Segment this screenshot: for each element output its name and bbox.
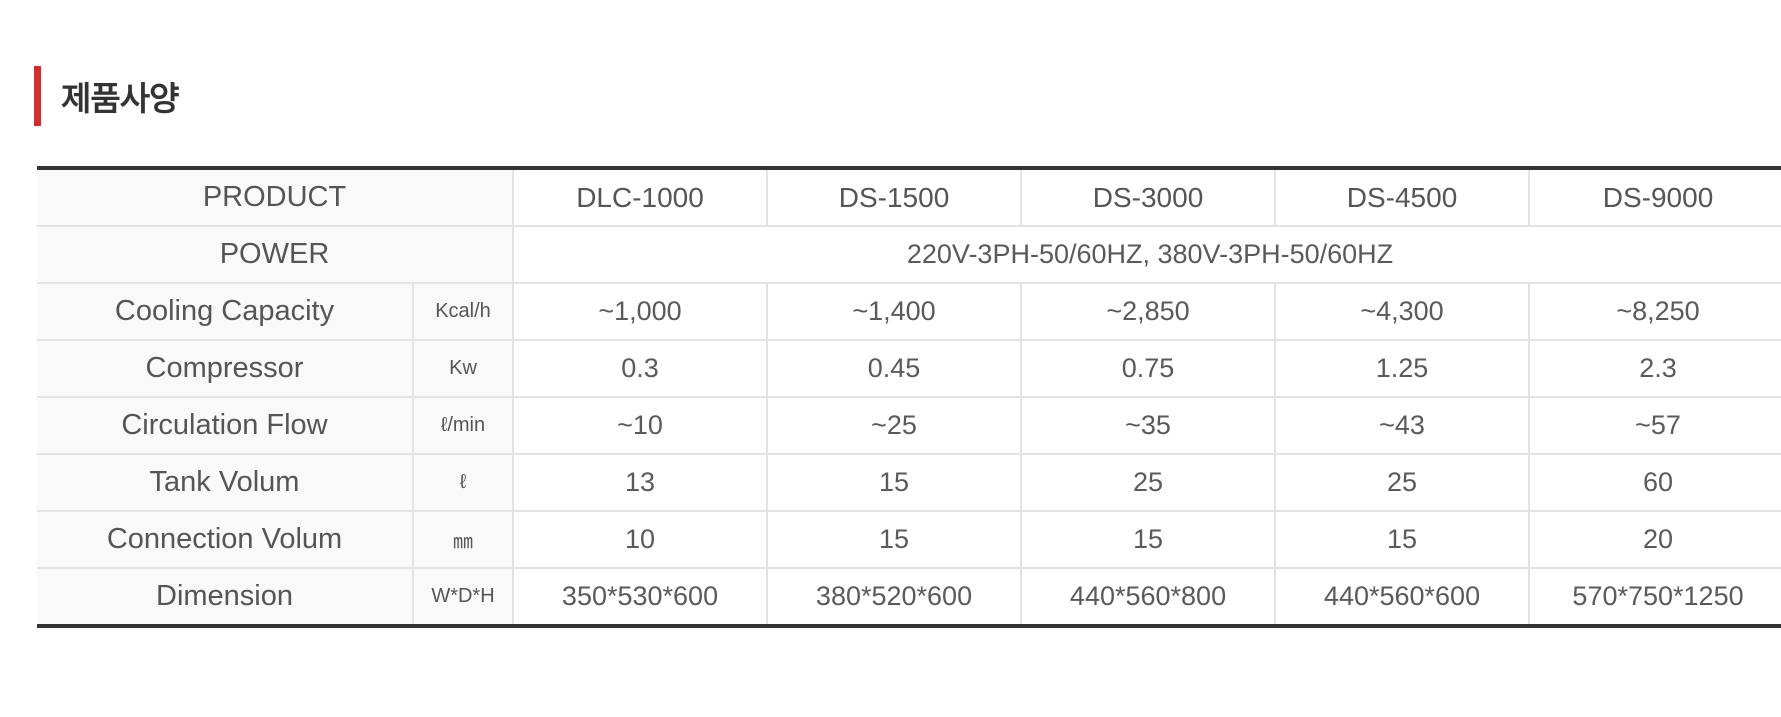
value-cell: 15 (1275, 511, 1531, 569)
value-cell: 380*520*600 (767, 568, 1023, 626)
table-row: Circulation Flow ℓ/min ~10 ~25 ~35 ~43 ~… (37, 397, 1781, 455)
spec-table: PRODUCT DLC-1000 DS-1500 DS-3000 DS-4500… (37, 166, 1781, 628)
row-unit: ℓ (413, 454, 515, 512)
table-row: Cooling Capacity Kcal/h ~1,000 ~1,400 ~2… (37, 283, 1781, 341)
value-cell: 20 (1529, 511, 1781, 569)
row-label: Cooling Capacity (37, 283, 414, 341)
row-label: Compressor (37, 340, 414, 398)
value-cell: ~43 (1275, 397, 1531, 455)
row-unit: ℓ/min (413, 397, 515, 455)
model-cell: DS-9000 (1529, 168, 1781, 227)
table-row-product: PRODUCT DLC-1000 DS-1500 DS-3000 DS-4500… (37, 168, 1781, 227)
value-cell: 440*560*600 (1275, 568, 1531, 626)
value-cell: 13 (513, 454, 769, 512)
table-row: Connection Volum ㎜ 10 15 15 15 20 (37, 511, 1781, 569)
table-row-power: POWER 220V-3PH-50/60HZ, 380V-3PH-50/60HZ (37, 226, 1781, 284)
row-label: Connection Volum (37, 511, 414, 569)
value-cell: 15 (767, 454, 1023, 512)
value-cell: ~2,850 (1021, 283, 1277, 341)
value-cell: ~8,250 (1529, 283, 1781, 341)
value-cell: 25 (1021, 454, 1277, 512)
value-cell: 2.3 (1529, 340, 1781, 398)
value-cell: 25 (1275, 454, 1531, 512)
value-cell: ~35 (1021, 397, 1277, 455)
value-cell: ~1,400 (767, 283, 1023, 341)
model-cell: DS-1500 (767, 168, 1023, 227)
power-header: POWER (37, 226, 515, 284)
product-header: PRODUCT (37, 168, 515, 227)
section-title: 제품사양 (34, 66, 179, 126)
table-row: Dimension W*D*H 350*530*600 380*520*600 … (37, 568, 1781, 626)
value-cell: 15 (1021, 511, 1277, 569)
value-cell: 60 (1529, 454, 1781, 512)
row-label: Dimension (37, 568, 414, 626)
value-cell: ~57 (1529, 397, 1781, 455)
row-unit: W*D*H (413, 568, 515, 626)
model-cell: DS-3000 (1021, 168, 1277, 227)
value-cell: 0.3 (513, 340, 769, 398)
value-cell: ~25 (767, 397, 1023, 455)
value-cell: ~10 (513, 397, 769, 455)
row-unit: Kw (413, 340, 515, 398)
power-value: 220V-3PH-50/60HZ, 380V-3PH-50/60HZ (513, 226, 1781, 284)
page-title: 제품사양 (61, 79, 179, 118)
table-row: Tank Volum ℓ 13 15 25 25 60 (37, 454, 1781, 512)
row-unit: Kcal/h (413, 283, 515, 341)
row-label: Circulation Flow (37, 397, 414, 455)
value-cell: 15 (767, 511, 1023, 569)
title-accent-bar (34, 66, 41, 126)
value-cell: ~1,000 (513, 283, 769, 341)
table-row: Compressor Kw 0.3 0.45 0.75 1.25 2.3 (37, 340, 1781, 398)
value-cell: 0.75 (1021, 340, 1277, 398)
model-cell: DLC-1000 (513, 168, 769, 227)
value-cell: 0.45 (767, 340, 1023, 398)
model-cell: DS-4500 (1275, 168, 1531, 227)
value-cell: 350*530*600 (513, 568, 769, 626)
value-cell: 570*750*1250 (1529, 568, 1781, 626)
value-cell: 440*560*800 (1021, 568, 1277, 626)
row-unit: ㎜ (413, 511, 515, 569)
value-cell: 1.25 (1275, 340, 1531, 398)
row-label: Tank Volum (37, 454, 414, 512)
value-cell: ~4,300 (1275, 283, 1531, 341)
value-cell: 10 (513, 511, 769, 569)
